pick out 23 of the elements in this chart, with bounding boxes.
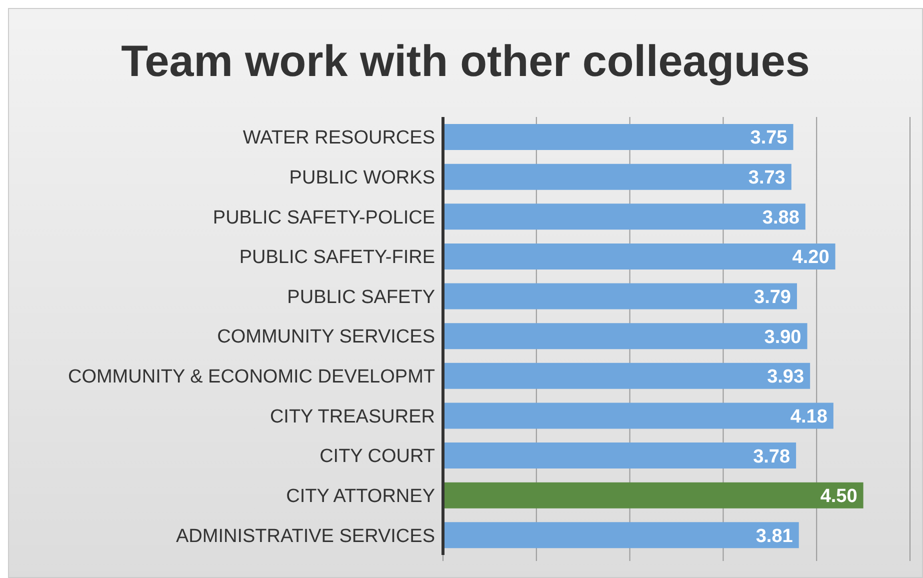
y-tick-label: PUBLIC SAFETY bbox=[287, 286, 436, 308]
y-tick-label: CITY COURT bbox=[320, 446, 436, 468]
y-tick-label: PUBLIC WORKS bbox=[289, 167, 435, 188]
data-label: 3.90 bbox=[764, 326, 802, 348]
data-label: 3.81 bbox=[756, 526, 794, 547]
data-label: 4.50 bbox=[820, 486, 858, 508]
data-label: 3.73 bbox=[748, 168, 786, 189]
y-tick-label: COMMUNITY & ECONOMIC DEVELOPMT bbox=[68, 366, 436, 388]
data-label: 3.93 bbox=[767, 366, 804, 388]
y-tick-label: CITY TREASURER bbox=[270, 406, 435, 428]
chart-title: Team work with other colleagues bbox=[120, 36, 811, 88]
y-tick-label: CITY ATTORNEY bbox=[286, 486, 436, 508]
y-tick-label: PUBLIC SAFETY-POLICE bbox=[212, 207, 435, 228]
data-label: 3.78 bbox=[753, 446, 790, 468]
data-label: 4.20 bbox=[792, 247, 830, 268]
data-label: 4.18 bbox=[790, 406, 828, 428]
y-tick-label: ADMINISTRATIVE SERVICES bbox=[176, 526, 435, 547]
y-tick-label: COMMUNITY SERVICES bbox=[217, 326, 435, 348]
data-label: 3.79 bbox=[754, 287, 791, 308]
data-label: 3.75 bbox=[750, 128, 788, 149]
data-label: 3.88 bbox=[762, 207, 800, 228]
y-tick-label: WATER RESOURCES bbox=[242, 128, 435, 149]
y-tick-label: PUBLIC SAFETY-FIRE bbox=[239, 247, 435, 268]
